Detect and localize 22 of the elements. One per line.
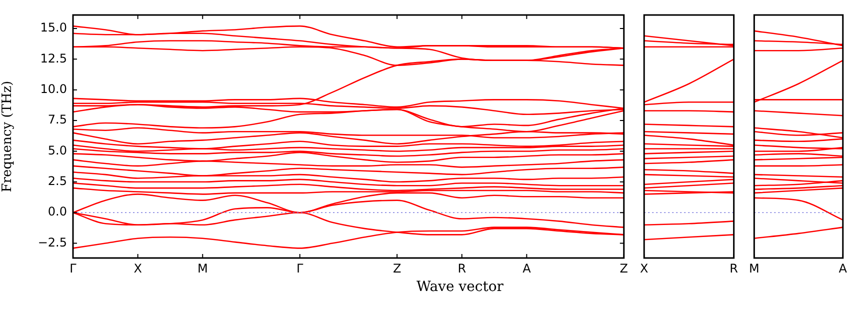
x-tick-label: A bbox=[838, 261, 848, 276]
y-tick-label: 15.0 bbox=[40, 20, 67, 35]
y-tick-label: 5.0 bbox=[48, 143, 67, 158]
y-tick-label: 10.0 bbox=[40, 82, 67, 96]
y-tick-label: 12.5 bbox=[40, 51, 67, 66]
y-axis-title: Frequency (THz) bbox=[0, 80, 16, 192]
y-tick-label: −2.5 bbox=[38, 235, 67, 250]
x-tick-label: X bbox=[640, 261, 648, 276]
y-tick-label: 7.5 bbox=[48, 112, 67, 127]
x-tick-label: M bbox=[748, 261, 760, 276]
x-tick-label: X bbox=[134, 261, 142, 276]
x-tick-label: A bbox=[522, 261, 532, 276]
x-axis-title: Wave vector bbox=[416, 279, 504, 295]
x-tick-label: Z bbox=[620, 261, 628, 276]
y-tick-label: 2.5 bbox=[48, 174, 67, 188]
x-tick-label: Γ bbox=[70, 261, 77, 276]
x-tick-label: R bbox=[730, 261, 738, 276]
y-tick-label: 0.0 bbox=[48, 204, 67, 219]
x-tick-label: Γ bbox=[296, 261, 304, 276]
x-tick-label: R bbox=[458, 261, 466, 276]
x-tick-label: M bbox=[197, 261, 208, 276]
x-tick-label: Z bbox=[392, 261, 402, 276]
